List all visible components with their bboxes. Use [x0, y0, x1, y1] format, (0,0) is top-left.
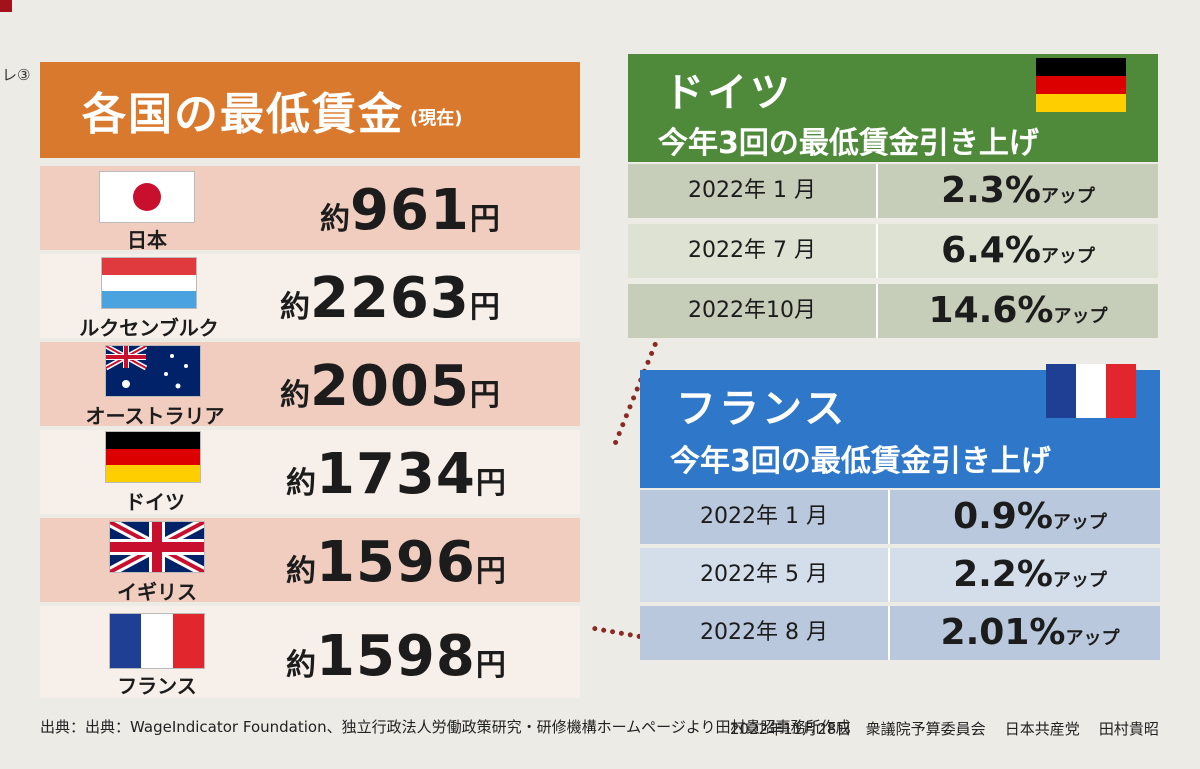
increase-value: 0.9%アップ [953, 496, 1107, 537]
corner-mark [0, 0, 12, 12]
increase-date: 2022年 5 月 [640, 548, 890, 602]
country-name: ルクセンブルク [79, 316, 219, 340]
country-row-luxembourg: ルクセンブルク 約 2263 円 [40, 254, 580, 340]
footer-party: 日本共産党 [1004, 720, 1080, 738]
wage-value: 約 1598 円 [286, 624, 506, 689]
country-row-germany: ドイツ 約 1734 円 [40, 430, 580, 514]
footer-name: 田村貴昭 [1098, 720, 1159, 738]
france-increase-panel: フランス 今年3回の最低賃金引き上げ 2022年 1 月 0.9%アップ 202… [640, 364, 1160, 670]
france-panel-title: フランス [676, 386, 848, 432]
minimum-wage-title: 各国の最低賃金 [82, 89, 404, 140]
increase-row: 2022年 7 月 6.4%アップ [628, 224, 1158, 278]
footer-date: 2022年11月28日 [730, 720, 852, 738]
footer-credit: 2022年11月28日 衆議院予算委員会 日本共産党 田村貴昭 [730, 718, 1159, 739]
increase-row: 2022年 1 月 2.3%アップ [628, 164, 1158, 218]
increase-value: 2.2%アップ [953, 554, 1107, 595]
country-name: ドイツ [125, 490, 185, 514]
country-row-japan: 日本 約 961 円 [40, 166, 580, 252]
germany-increase-panel: ドイツ 今年3回の最低賃金引き上げ 2022年 1 月 2.3%アップ 2022… [628, 54, 1158, 344]
minimum-wage-subtitle: (現在) [410, 108, 463, 129]
increase-date: 2022年 1 月 [628, 164, 878, 218]
increase-value: 14.6%アップ [928, 290, 1108, 331]
minimum-wage-panel: 各国の最低賃金 (現在) 日本 約 961 円 ルクセンブルク 約 2263 円 [40, 62, 580, 702]
connector-france [591, 625, 643, 640]
increase-row: 2022年10月 14.6%アップ [628, 284, 1158, 338]
wage-value: 約 2263 円 [280, 266, 500, 331]
germany-panel-subtitle: 今年3回の最低賃金引き上げ [658, 126, 1039, 161]
germany-panel-header: ドイツ 今年3回の最低賃金引き上げ [628, 54, 1158, 162]
country-row-france: フランス 約 1598 円 [40, 606, 580, 698]
france-flag [110, 614, 204, 668]
minimum-wage-header: 各国の最低賃金 (現在) [40, 62, 580, 158]
wage-value: 約 2005 円 [280, 354, 500, 419]
germany-flag [1036, 58, 1126, 112]
source-note: 出典：出典：WageIndicator Foundation、独立行政法人労働政… [40, 718, 851, 736]
france-panel-subtitle: 今年3回の最低賃金引き上げ [670, 444, 1051, 479]
wage-value: 約 961 円 [320, 178, 500, 243]
increase-date: 2022年 1 月 [640, 490, 890, 544]
country-name: イギリス [117, 580, 197, 604]
germany-panel-title: ドイツ [664, 70, 793, 116]
increase-row: 2022年 1 月 0.9%アップ [640, 490, 1160, 544]
france-panel-header: フランス 今年3回の最低賃金引き上げ [640, 364, 1160, 488]
wage-value: 約 1734 円 [286, 442, 506, 507]
luxembourg-flag [102, 258, 196, 308]
increase-value: 2.3%アップ [941, 170, 1095, 211]
increase-row: 2022年 5 月 2.2%アップ [640, 548, 1160, 602]
wage-value: 約 1596 円 [286, 530, 506, 595]
increase-value: 6.4%アップ [941, 230, 1095, 271]
australia-flag [106, 346, 200, 396]
country-row-australia: オーストラリア 約 2005 円 [40, 342, 580, 428]
increase-date: 2022年 7 月 [628, 224, 878, 278]
increase-value: 2.01%アップ [940, 612, 1120, 653]
increase-date: 2022年 8 月 [640, 606, 890, 660]
japan-flag [100, 172, 194, 222]
country-name: フランス [117, 674, 197, 698]
footer-committee: 衆議院予算委員会 [865, 720, 986, 738]
germany-flag [106, 432, 200, 482]
uk-flag [110, 522, 204, 572]
country-name: 日本 [127, 228, 167, 252]
france-flag [1046, 364, 1136, 418]
country-name: オーストラリア [85, 404, 225, 428]
side-label: レ③ [2, 66, 31, 84]
country-row-uk: イギリス 約 1596 円 [40, 518, 580, 604]
increase-date: 2022年10月 [628, 284, 878, 338]
increase-row: 2022年 8 月 2.01%アップ [640, 606, 1160, 660]
